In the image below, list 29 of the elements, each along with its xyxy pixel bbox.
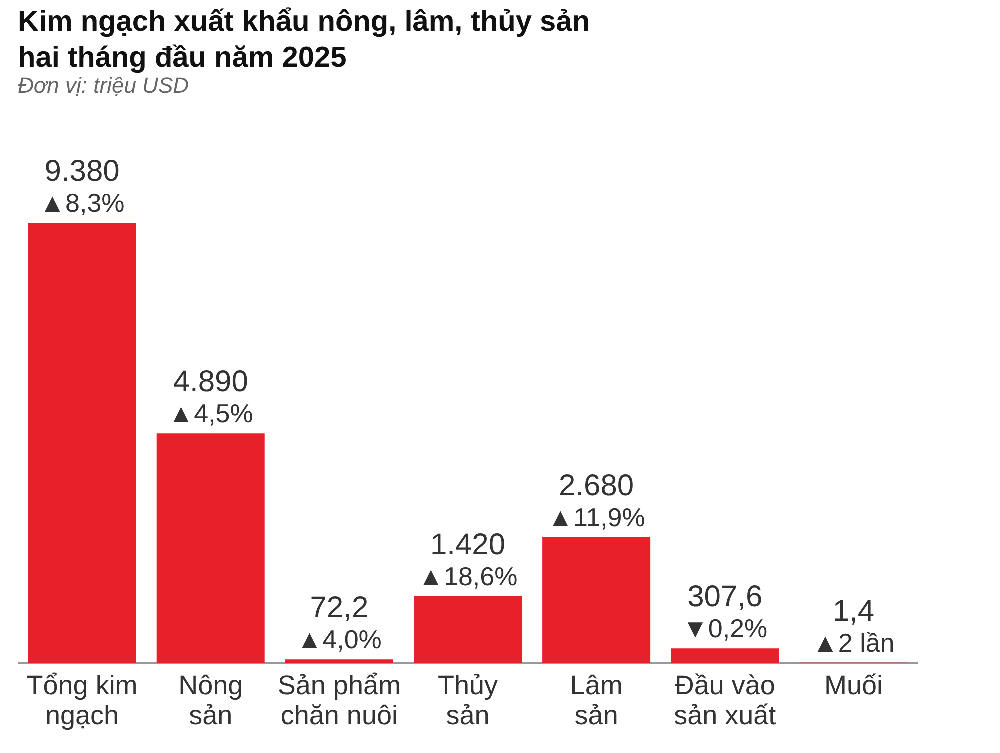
x-tick-label: Tổng kim ngạch — [26, 670, 138, 730]
chart-title: Kim ngạch xuất khẩu nông, lâm, thủy sản hai tháng đầu năm 2025 — [18, 6, 590, 74]
annotation: ▲11,9% — [548, 502, 646, 532]
x-tick-label: Nông sản — [178, 670, 244, 730]
bar — [542, 537, 651, 663]
x-tick-label: Lâm sản — [570, 670, 623, 730]
data-label: 1,4 — [832, 594, 875, 628]
data-label: 1.420 — [430, 528, 506, 562]
bar — [671, 648, 780, 663]
annotation: ▲18,6% — [418, 561, 518, 592]
annotation: ▲4,0% — [296, 624, 382, 655]
bar — [156, 434, 265, 663]
annotation: ▲4,5% — [168, 398, 254, 429]
bar — [285, 660, 394, 663]
annotation: ▼0,2% — [682, 614, 768, 644]
annotation: ▲8,3% — [40, 188, 125, 218]
x-tick-label: Thủy sản — [438, 670, 499, 730]
chart-subtitle: Đơn vị: triệu USD — [18, 73, 190, 98]
x-tick-label: Sản phẩm chăn nuôi — [278, 670, 401, 730]
data-label: 9.380 — [44, 155, 120, 188]
x-tick-label: Đầu vào sản xuất — [674, 670, 777, 730]
x-tick-label: Muối — [824, 670, 883, 700]
bar — [414, 596, 522, 663]
data-label: 307,6 — [688, 580, 763, 614]
data-label: 72,2 — [310, 592, 369, 625]
data-label: 4.890 — [173, 366, 248, 399]
annotation: ▲2 lần — [812, 628, 895, 658]
bar — [28, 223, 136, 663]
data-label: 2.680 — [559, 469, 634, 502]
